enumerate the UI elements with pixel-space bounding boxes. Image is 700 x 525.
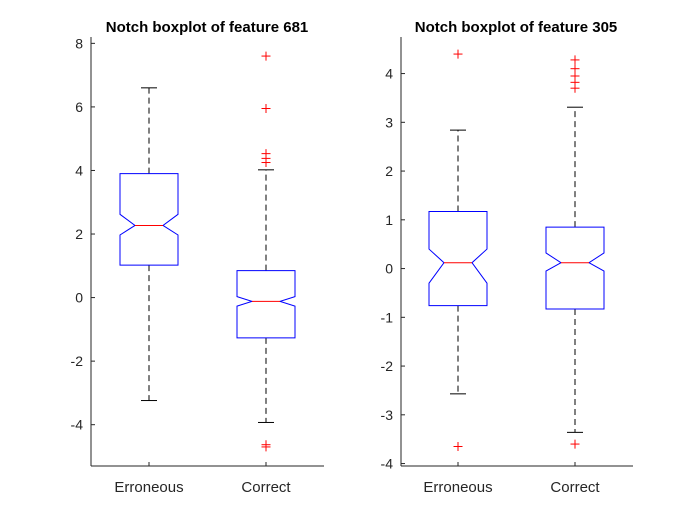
notched-box (545, 226, 605, 310)
notched-box (236, 270, 296, 339)
outlier-marker (261, 51, 271, 61)
y-tick-label: -2 (71, 353, 84, 369)
y-tick-label: -4 (381, 456, 394, 472)
notched-box (119, 173, 179, 266)
outlier-marker (261, 442, 271, 452)
boxplot-erroneous (428, 49, 488, 451)
boxplot-erroneous (119, 87, 179, 402)
chart-title: Notch boxplot of feature 681 (106, 19, 309, 36)
y-tick-label: 1 (385, 212, 393, 228)
x-tick-label: Erroneous (114, 479, 183, 496)
y-tick-label: 0 (75, 290, 83, 306)
outlier-marker (570, 83, 580, 93)
boxplot-correct (236, 51, 296, 452)
outlier-marker (261, 158, 271, 168)
notched-box (428, 211, 488, 307)
y-tick-label: 4 (75, 162, 83, 178)
chart-title: Notch boxplot of feature 305 (415, 19, 618, 36)
y-tick-label: -3 (381, 407, 394, 423)
y-tick-label: -2 (381, 358, 394, 374)
y-tick-label: -1 (381, 309, 394, 325)
x-tick-label: Correct (550, 479, 600, 496)
outlier-marker (570, 55, 580, 65)
outlier-marker (261, 104, 271, 113)
y-tick-label: 2 (385, 163, 393, 179)
y-tick-label: 0 (385, 261, 393, 277)
x-tick-label: Erroneous (423, 479, 492, 496)
outlier-marker (453, 49, 463, 59)
x-tick-label: Correct (241, 479, 291, 496)
boxplot-correct (545, 55, 605, 449)
y-tick-label: 3 (385, 114, 393, 130)
y-tick-label: 6 (75, 99, 83, 115)
outlier-marker (570, 439, 580, 449)
y-tick-label: 2 (75, 226, 83, 242)
y-tick-label: 8 (75, 35, 83, 51)
panel-feature-305: Notch boxplot of feature 305 -4 -3 -2 -1 0 1 2… (381, 19, 633, 496)
y-tick-label: -4 (71, 417, 84, 433)
panel-feature-681: Notch boxplot of feature 681 -4 -2 0 2 4 6 8 Er… (71, 19, 324, 496)
y-tick-label: 4 (385, 66, 393, 82)
outlier-marker (453, 442, 463, 451)
